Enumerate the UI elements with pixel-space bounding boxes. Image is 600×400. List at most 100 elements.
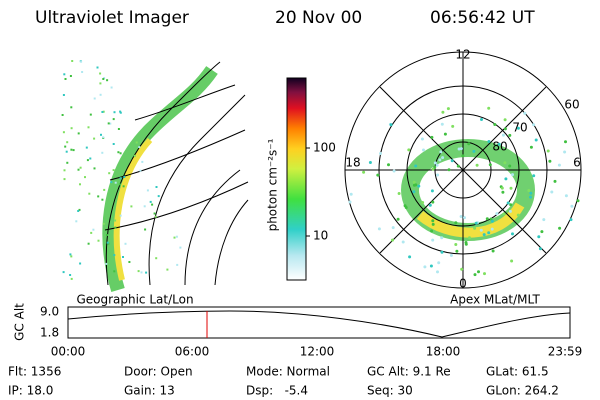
speckle (450, 159, 454, 163)
header: Ultraviolet Imager 20 Nov 00 06:56:42 UT (35, 8, 535, 28)
speckle (447, 168, 451, 172)
speckle (144, 228, 147, 231)
speckle (558, 226, 562, 230)
speckle (71, 60, 74, 62)
speckle (90, 231, 93, 234)
speckle (564, 194, 568, 198)
x-tick-label: 23:59 (548, 345, 583, 359)
speckle (396, 217, 400, 221)
speckle (428, 203, 432, 207)
speckle (114, 226, 117, 229)
speckle (79, 262, 82, 265)
speckle (414, 164, 418, 168)
speckle (487, 106, 491, 110)
speckle (145, 271, 148, 274)
speckle (157, 195, 160, 198)
status-field: Door: Open (124, 365, 193, 379)
speckle (490, 227, 494, 231)
speckle (75, 220, 78, 223)
status-field: GLat: 61.5 (486, 365, 549, 379)
speckle (404, 206, 408, 209)
status-field: GLon: 264.2 (486, 384, 559, 398)
date: 20 Nov 00 (275, 8, 362, 28)
speckle (422, 148, 425, 152)
speckle (77, 132, 80, 135)
speckle (101, 111, 104, 113)
speckle (537, 235, 541, 239)
y-tick-label: 9.0 (40, 305, 59, 319)
speckle (459, 215, 463, 218)
x-tick-label: 00:00 (51, 345, 86, 359)
speckle (454, 243, 458, 246)
speckle (119, 177, 122, 180)
speckle (114, 219, 117, 222)
speckle (532, 174, 536, 178)
polar-label: 12 (455, 48, 470, 62)
speckle (87, 242, 90, 245)
speckle (460, 267, 464, 271)
speckle (455, 249, 459, 253)
speckle (509, 203, 513, 207)
speckle (62, 271, 65, 274)
speckle (500, 186, 504, 190)
parallel (134, 84, 236, 121)
speckle (487, 231, 491, 235)
panel-label: Geographic Lat/Lon (76, 293, 193, 307)
speckle (110, 86, 113, 89)
speckle (79, 183, 81, 186)
speckle (118, 183, 121, 186)
speckle (119, 152, 122, 155)
speckle (391, 226, 395, 230)
speckle (431, 238, 435, 242)
speckle (106, 234, 108, 236)
speckle (87, 126, 90, 129)
speckle (431, 222, 435, 226)
speckle (508, 133, 512, 137)
speckle (84, 176, 86, 179)
colorbar-tick-label: 100 (313, 141, 336, 155)
speckle (112, 143, 115, 145)
speckle (70, 127, 73, 130)
speckle (119, 111, 122, 114)
speckle (443, 132, 447, 136)
speckle (430, 229, 434, 233)
speckle (493, 123, 497, 126)
speckle (93, 97, 96, 100)
speckle (461, 154, 465, 158)
speckle (548, 159, 552, 163)
speckle (529, 191, 533, 195)
panel-label: Apex MLat/MLT (450, 293, 540, 307)
status-field: GC Alt: 9.1 Re (367, 365, 451, 379)
speckle (108, 172, 111, 175)
speckle (70, 106, 73, 109)
speckle (457, 147, 461, 151)
speckle (105, 262, 108, 265)
speckle (110, 181, 113, 184)
speckle (151, 203, 154, 206)
speckle (408, 255, 412, 259)
speckle (431, 167, 435, 171)
speckle (112, 118, 115, 121)
speckle (431, 219, 435, 223)
speckle (97, 195, 100, 198)
speckle (112, 169, 115, 172)
speckle (495, 212, 499, 216)
speckle (62, 131, 65, 134)
speckle (527, 189, 531, 192)
speckle (463, 216, 466, 220)
speckle (65, 150, 68, 153)
speckle (137, 270, 140, 273)
speckle (503, 118, 507, 122)
speckle (563, 150, 567, 154)
speckle (77, 210, 80, 212)
speckle (523, 111, 527, 115)
speckle (439, 150, 443, 154)
limb (105, 61, 221, 286)
speckle (64, 78, 67, 80)
status-field: IP: 18.0 (8, 384, 53, 398)
speckle (77, 168, 80, 171)
speckle (173, 236, 176, 239)
speckle (63, 178, 66, 181)
speckle (122, 256, 124, 258)
